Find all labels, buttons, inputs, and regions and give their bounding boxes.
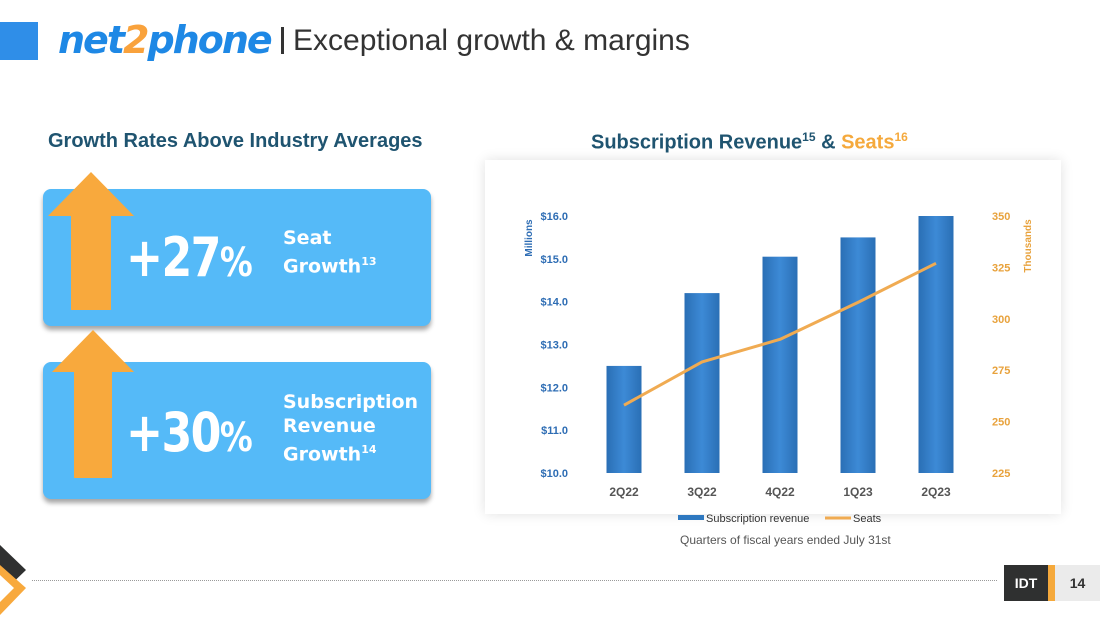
y-left-tick-label: $13.0 bbox=[540, 340, 568, 352]
y-right-tick-label: 325 bbox=[992, 262, 1010, 274]
footer-divider bbox=[32, 580, 997, 581]
growth-heading: Growth Rates Above Industry Averages bbox=[48, 130, 423, 152]
y-left-tick-label: $14.0 bbox=[540, 297, 568, 309]
revenue-bar bbox=[606, 365, 642, 473]
seat-growth-label: Seat Growth13 bbox=[283, 227, 377, 278]
y-right-axis-title: Thousands bbox=[1023, 219, 1034, 273]
revenue-bar bbox=[762, 256, 798, 473]
x-tick-label: 4Q22 bbox=[765, 485, 795, 499]
revenue-seats-chart: $10.0 $11.0 $12.0 $13.0 $14.0 $15.0 $16.0 225 25… bbox=[524, 211, 1034, 525]
y-left-axis-title: Millions bbox=[524, 219, 535, 257]
up-arrow-icon bbox=[48, 172, 134, 310]
y-left-tick-label: $10.0 bbox=[540, 468, 568, 480]
badge-stripe bbox=[1048, 565, 1055, 601]
company-badge: IDT bbox=[1004, 565, 1048, 601]
x-tick-label: 3Q22 bbox=[687, 485, 717, 499]
y-left-tick-label: $11.0 bbox=[541, 425, 568, 437]
net2phone-logo: net2phone bbox=[58, 18, 273, 62]
legend-bar-swatch bbox=[678, 515, 704, 520]
y-right-tick-label: 225 bbox=[992, 468, 1010, 480]
up-arrow-icon bbox=[52, 330, 134, 478]
x-tick-label: 2Q22 bbox=[609, 485, 639, 499]
revenue-growth-label: Subscription Revenue Growth14 bbox=[283, 391, 419, 466]
y-right-tick-label: 250 bbox=[992, 417, 1010, 429]
y-left-tick-label: $15.0 bbox=[540, 254, 568, 266]
revenue-bar bbox=[918, 216, 954, 473]
revenue-growth-value: +30% bbox=[126, 401, 253, 464]
legend-line-label: Seats bbox=[853, 513, 882, 525]
revenue-bar bbox=[684, 293, 720, 473]
x-tick-label: 2Q23 bbox=[921, 485, 951, 499]
x-tick-label: 1Q23 bbox=[843, 485, 873, 499]
legend-bar-label: Subscription revenue bbox=[706, 513, 809, 525]
chart-heading: Subscription Revenue15 & Seats16 bbox=[591, 130, 908, 154]
chart-footnote: Quarters of fiscal years ended July 31st bbox=[680, 533, 891, 547]
revenue-bar bbox=[840, 237, 876, 473]
page-number: 14 bbox=[1055, 565, 1100, 601]
y-left-tick-label: $12.0 bbox=[540, 382, 568, 394]
chart-panel: $10.0 $11.0 $12.0 $13.0 $14.0 $15.0 $16.0 225 25… bbox=[485, 160, 1061, 525]
y-left-tick-label: $16.0 bbox=[540, 211, 568, 223]
corner-accent bbox=[0, 22, 38, 60]
y-right-tick-label: 350 bbox=[992, 211, 1010, 223]
y-right-tick-label: 300 bbox=[992, 314, 1010, 326]
page-title: Exceptional growth & margins bbox=[293, 24, 690, 57]
corner-decoration bbox=[0, 545, 26, 615]
title-divider bbox=[281, 27, 284, 54]
y-right-tick-label: 275 bbox=[992, 365, 1010, 377]
seat-growth-value: +27% bbox=[126, 226, 253, 289]
